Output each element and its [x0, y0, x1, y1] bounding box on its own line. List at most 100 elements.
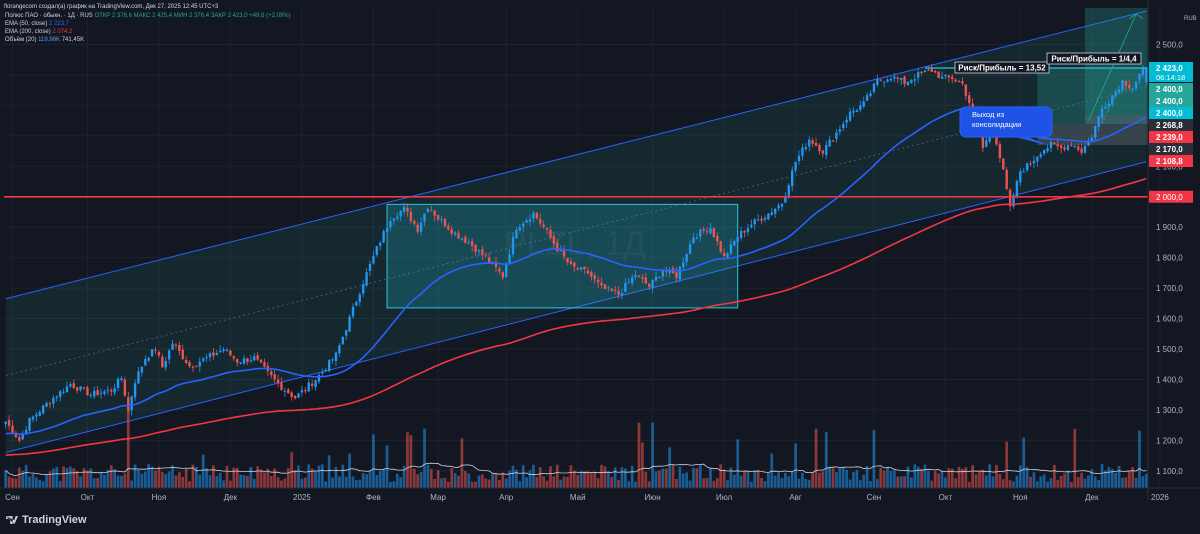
candle — [957, 79, 961, 83]
price-badge: 2 170,0 — [1149, 143, 1193, 155]
candle-body — [69, 384, 72, 387]
volume-bar — [950, 468, 954, 488]
candle-body — [351, 306, 355, 317]
volume-bar — [828, 466, 832, 488]
volume-bar — [518, 481, 522, 488]
candle — [838, 125, 842, 135]
volume-bar — [120, 475, 123, 488]
volume-bar — [613, 467, 617, 488]
candle — [433, 209, 436, 222]
candle — [709, 223, 712, 235]
volume-bar — [947, 468, 951, 488]
candle-body — [396, 216, 399, 219]
volume-bar — [160, 471, 164, 488]
candle-body — [365, 272, 368, 286]
symbol-name[interactable]: Полюс ПАО · обыкн. · 1Д · RUS — [5, 13, 93, 19]
candle — [668, 266, 671, 278]
candle-body — [501, 272, 504, 278]
volume-bar — [715, 478, 719, 488]
candle — [634, 270, 637, 280]
volume-bar — [930, 480, 934, 488]
candle-body — [777, 205, 780, 209]
candle — [1036, 155, 1039, 167]
candle — [443, 217, 447, 227]
volume-bar — [688, 480, 692, 488]
ema200-legend[interactable]: EMA (200, close) 2 074,2 — [5, 29, 72, 37]
volume-bar — [624, 468, 627, 488]
candle — [852, 106, 855, 118]
currency-label[interactable]: RUB — [1184, 16, 1197, 22]
candle — [457, 229, 460, 240]
candle — [1008, 188, 1012, 212]
candle — [351, 303, 355, 319]
volume-legend[interactable]: Объём (20) 119,98K 741,45K — [5, 37, 84, 45]
rr-label-2-box — [1046, 52, 1142, 65]
candle-body — [307, 382, 310, 392]
volume-bar — [1046, 481, 1049, 488]
volume-bar — [504, 478, 508, 488]
candle-body — [1032, 160, 1036, 164]
candle-body — [1077, 146, 1080, 150]
candle-body — [552, 236, 556, 244]
volume-bar — [566, 476, 569, 488]
candle-body — [96, 390, 99, 396]
candle — [147, 356, 150, 363]
candle-body — [35, 414, 38, 417]
volume-bar — [542, 476, 546, 488]
candle-body — [630, 277, 634, 284]
volume-bar — [249, 466, 253, 488]
candle-body — [474, 244, 477, 252]
candle-body — [198, 361, 201, 367]
ema50-legend[interactable]: EMA (50, close) 2 223,7 — [5, 21, 69, 29]
candle — [256, 352, 259, 361]
risk-reward-1-profit-zone — [1037, 67, 1148, 124]
volume-bar — [208, 475, 212, 488]
candle — [818, 142, 821, 155]
price-tick-label: 1 900,0 — [1156, 223, 1183, 232]
candle — [317, 373, 321, 384]
time-tick-label: Мар — [430, 493, 446, 502]
volume-bar — [181, 476, 185, 488]
volume-bar — [344, 476, 348, 488]
candle-body — [1019, 171, 1022, 183]
candle — [944, 74, 947, 80]
volume-bar — [293, 470, 297, 488]
candle — [906, 81, 910, 87]
time-tick-label: Сен — [5, 493, 20, 502]
candle — [620, 288, 624, 300]
candle-body — [842, 123, 845, 129]
volume-bar — [916, 466, 920, 488]
candle-body — [733, 241, 736, 246]
candle-body — [477, 249, 481, 252]
volume-bar — [484, 478, 488, 488]
candle — [522, 221, 525, 232]
candle-body — [668, 269, 671, 273]
candle-body — [358, 294, 361, 302]
candle-body — [297, 393, 300, 398]
candle-body — [426, 208, 430, 213]
volume-bar — [402, 465, 406, 488]
tradingview-brand[interactable]: TradingView — [6, 514, 87, 526]
candle-body — [535, 212, 539, 219]
candle-body — [756, 219, 760, 221]
volume-bar — [515, 469, 518, 488]
volume-bar — [525, 477, 528, 488]
candle-body — [314, 380, 317, 388]
candle-body — [944, 74, 947, 77]
candle-body — [862, 101, 865, 107]
candle — [842, 120, 845, 132]
volume-bar — [508, 470, 511, 488]
volume-bar — [28, 476, 31, 488]
candle — [876, 74, 879, 88]
candle — [236, 358, 239, 367]
volume-bar — [865, 466, 869, 488]
candle-body — [150, 349, 154, 357]
candle — [430, 205, 433, 212]
candle — [253, 352, 256, 362]
time-tick-label: Май — [570, 493, 586, 502]
candle-body — [4, 421, 7, 425]
candle-body — [1002, 158, 1005, 170]
volume-bar — [184, 469, 188, 488]
volume-bar — [314, 471, 317, 488]
